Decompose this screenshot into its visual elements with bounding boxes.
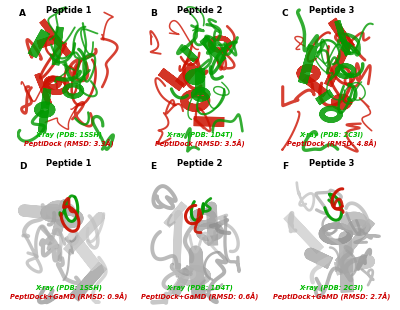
Text: Peptide 3: Peptide 3 bbox=[309, 7, 354, 16]
Text: Peptide 2: Peptide 2 bbox=[177, 7, 223, 16]
Text: X-ray (PDB: 1D4T): X-ray (PDB: 1D4T) bbox=[167, 131, 233, 138]
Text: A: A bbox=[19, 9, 26, 18]
Text: X-ray (PDB: 1SSH): X-ray (PDB: 1SSH) bbox=[35, 285, 102, 291]
Text: PeptiDock+GaMD (RMSD: 0.6Å): PeptiDock+GaMD (RMSD: 0.6Å) bbox=[141, 293, 259, 301]
Text: E: E bbox=[150, 162, 156, 171]
Text: PeptiDock (RMSD: 4.8Å): PeptiDock (RMSD: 4.8Å) bbox=[287, 140, 376, 148]
Text: PeptiDock (RMSD: 3.3Å): PeptiDock (RMSD: 3.3Å) bbox=[24, 140, 113, 148]
Text: Peptide 3: Peptide 3 bbox=[309, 159, 354, 168]
Text: PeptiDock (RMSD: 3.5Å): PeptiDock (RMSD: 3.5Å) bbox=[155, 140, 245, 148]
Text: Peptide 2: Peptide 2 bbox=[177, 159, 223, 168]
Text: X-ray (PDB: 1SSH): X-ray (PDB: 1SSH) bbox=[35, 131, 102, 138]
Text: X-ray (PDB: 1D4T): X-ray (PDB: 1D4T) bbox=[167, 285, 233, 291]
Text: C: C bbox=[282, 9, 288, 18]
Text: F: F bbox=[282, 162, 288, 171]
Text: B: B bbox=[150, 9, 157, 18]
Text: PeptiDock+GaMD (RMSD: 0.9Å): PeptiDock+GaMD (RMSD: 0.9Å) bbox=[10, 293, 127, 301]
Text: PeptiDock+GaMD (RMSD: 2.7Å): PeptiDock+GaMD (RMSD: 2.7Å) bbox=[273, 293, 390, 301]
Text: Peptide 1: Peptide 1 bbox=[46, 159, 91, 168]
Text: Peptide 1: Peptide 1 bbox=[46, 7, 91, 16]
Text: D: D bbox=[19, 162, 26, 171]
Text: X-ray (PDB: 2C3I): X-ray (PDB: 2C3I) bbox=[300, 131, 364, 138]
Text: X-ray (PDB: 2C3I): X-ray (PDB: 2C3I) bbox=[300, 285, 364, 291]
